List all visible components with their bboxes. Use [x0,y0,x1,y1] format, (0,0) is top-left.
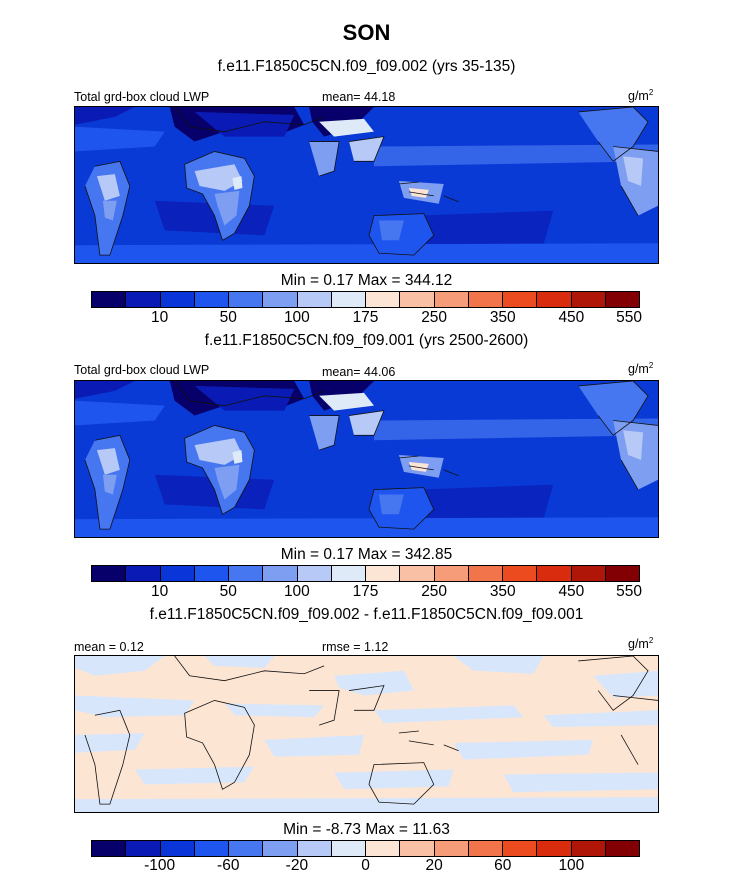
panel-1-colorbar-ticks: 10 50 100 175 250 350 450 550 [91,309,642,327]
panel-1-mean-label: mean= 44.18 [322,90,396,104]
colorbar-tick: 550 [616,309,642,326]
colorbar-swatch [194,292,229,307]
colorbar-swatch [194,566,229,581]
panel-3-rmse-label: rmse = 1.12 [322,640,389,654]
colorbar-swatch [468,841,503,856]
colorbar-swatch [366,292,401,307]
colorbar-swatch [194,841,229,856]
colorbar-swatch [92,566,127,581]
panel-1-stats: Min = 0.17 Max = 344.12 [280,272,453,289]
panel-1-units: g/m2 [628,88,654,104]
colorbar-tick: 60 [494,857,512,874]
colorbar-swatch [605,841,639,856]
colorbar-swatch [571,292,606,307]
colorbar-swatch [297,566,332,581]
colorbar-tick: -100 [144,857,176,874]
panel-3-colorbar-ticks: -100 -60 -20 0 20 60 100 [91,857,640,875]
panel-2-variable-label: Total grd-box cloud LWP [74,363,210,377]
colorbar-swatch [605,292,639,307]
colorbar-tick: 20 [425,857,443,874]
colorbar-swatch [503,292,538,307]
panel-3-difference-map [74,655,659,813]
colorbar-tick: 175 [352,583,379,600]
colorbar-swatch [503,841,538,856]
colorbar-swatch [468,292,503,307]
colorbar-tick: 350 [489,309,516,326]
colorbar-swatch [400,841,435,856]
colorbar-swatch [126,566,161,581]
colorbar-tick: -20 [285,857,309,874]
panel-3-units: g/m2 [628,636,654,652]
colorbar-swatch [297,841,332,856]
colorbar-tick: 100 [283,583,310,600]
panel-1-variable-label: Total grd-box cloud LWP [74,90,210,104]
panel-1-colorbar [91,291,640,308]
colorbar-tick: 0 [361,857,370,874]
panel-2-colorbar [91,565,640,582]
colorbar-swatch [400,566,435,581]
colorbar-swatch [605,566,639,581]
colorbar-swatch [366,566,401,581]
colorbar-swatch [537,566,572,581]
colorbar-swatch [571,841,606,856]
colorbar-swatch [366,841,401,856]
colorbar-tick: 450 [558,309,585,326]
colorbar-swatch [229,292,264,307]
panel-2-header: f.e11.F1850C5CN.f09_f09.001 (yrs 2500-26… [204,332,529,349]
panel-2-map [74,380,659,538]
colorbar-tick: 175 [352,309,379,326]
colorbar-swatch [126,841,161,856]
panel-3-stats: Min = -8.73 Max = 11.63 [283,821,450,838]
panel-3-header: f.e11.F1850C5CN.f09_f09.002 - f.e11.F185… [149,606,584,623]
colorbar-swatch [160,566,195,581]
colorbar-swatch [434,841,469,856]
colorbar-swatch [331,292,366,307]
colorbar-swatch [434,292,469,307]
figure-title: SON [342,20,391,45]
panel-2-units: g/m2 [628,361,654,377]
colorbar-tick: 10 [151,309,169,326]
colorbar-swatch [537,292,572,307]
colorbar-tick: 450 [558,583,585,600]
colorbar-swatch [571,566,606,581]
colorbar-swatch [468,566,503,581]
colorbar-tick: 350 [489,583,516,600]
colorbar-swatch [400,292,435,307]
colorbar-swatch [160,841,195,856]
colorbar-swatch [434,566,469,581]
colorbar-tick: 100 [558,857,585,874]
panel-2-stats: Min = 0.17 Max = 342.85 [280,546,453,563]
colorbar-tick: -60 [217,857,240,874]
panel-3-mean-label: mean = 0.12 [74,640,144,654]
colorbar-swatch [229,841,264,856]
colorbar-swatch [331,841,366,856]
colorbar-swatch [331,566,366,581]
colorbar-swatch [126,292,161,307]
panel-2-mean-label: mean= 44.06 [322,365,396,379]
colorbar-swatch [263,841,298,856]
colorbar-tick: 250 [421,309,448,326]
panel-2-colorbar-ticks: 10 50 100 175 250 350 450 550 [91,583,642,601]
colorbar-tick: 50 [219,583,237,600]
colorbar-swatch [160,292,195,307]
colorbar-swatch [229,566,264,581]
colorbar-tick: 10 [151,583,169,600]
colorbar-swatch [263,292,298,307]
panel-1-map [74,106,659,264]
colorbar-tick: 50 [219,309,237,326]
colorbar-swatch [297,292,332,307]
colorbar-swatch [263,566,298,581]
panel-1-header: f.e11.F1850C5CN.f09_f09.002 (yrs 35-135) [217,58,516,75]
colorbar-tick: 250 [421,583,448,600]
colorbar-swatch [92,292,127,307]
colorbar-swatch [537,841,572,856]
colorbar-tick: 100 [283,309,310,326]
panel-3-colorbar [91,840,640,857]
colorbar-swatch [92,841,127,856]
colorbar-swatch [503,566,538,581]
colorbar-tick: 550 [616,583,642,600]
